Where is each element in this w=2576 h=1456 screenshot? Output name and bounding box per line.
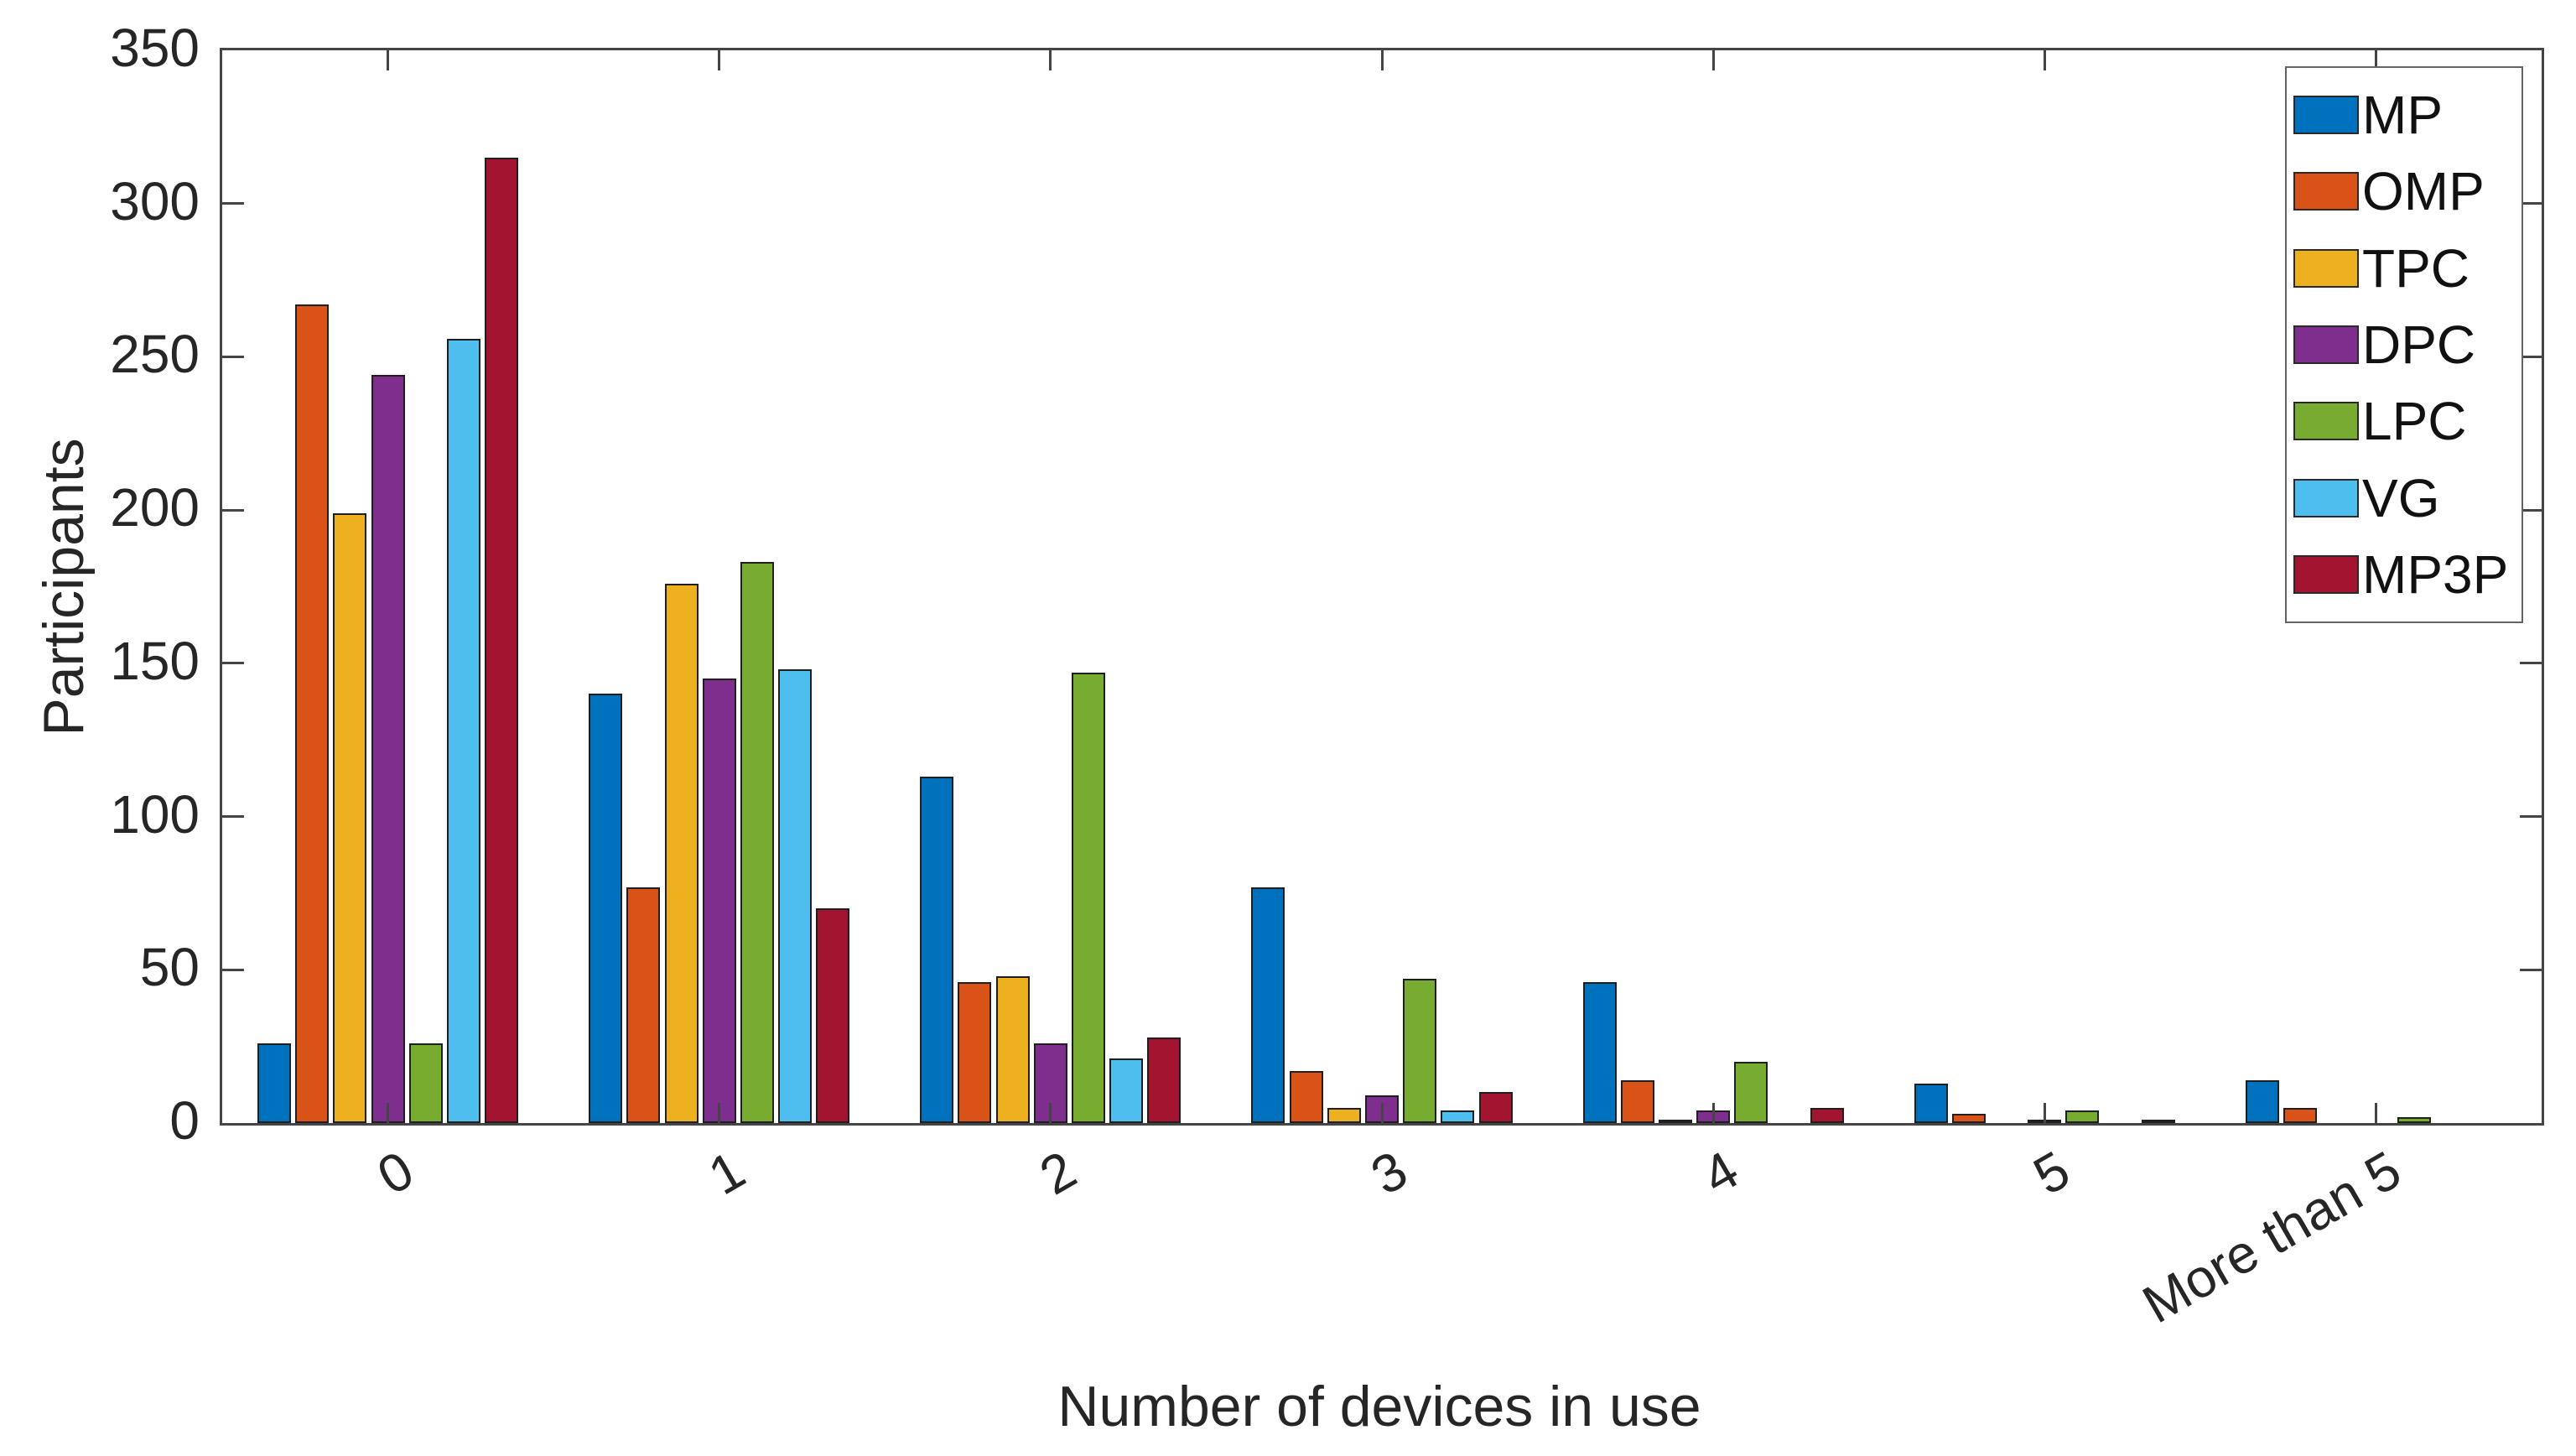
bar-MP3P-5 bbox=[2141, 1120, 2175, 1123]
bar-TPC-4 bbox=[1658, 1120, 1692, 1123]
y-tick-label-50: 50 bbox=[139, 937, 200, 998]
bar-OMP-3 bbox=[1289, 1070, 1323, 1123]
y-tick-mark-200 bbox=[2520, 508, 2542, 512]
bar-VG-3 bbox=[1441, 1110, 1475, 1123]
bar-MP-3 bbox=[1251, 887, 1285, 1123]
x-tick-mark-2 bbox=[1049, 1103, 1052, 1123]
x-tick-mark-More-than-5 bbox=[2374, 1103, 2377, 1123]
legend-label-DPC: DPC bbox=[2362, 314, 2476, 375]
legend-label-LPC: LPC bbox=[2362, 391, 2467, 452]
y-tick-mark-100 bbox=[222, 815, 244, 819]
bar-MP3P-0 bbox=[485, 157, 519, 1123]
bar-LPC-1 bbox=[740, 562, 774, 1123]
bar-LPC-More-than-5 bbox=[2397, 1116, 2431, 1123]
bar-MP-More-than-5 bbox=[2245, 1079, 2279, 1123]
x-tick-mark-5 bbox=[2043, 50, 2046, 70]
legend-label-OMP: OMP bbox=[2362, 161, 2485, 222]
x-axis-label: Number of devices in use bbox=[1057, 1375, 1701, 1438]
bar-MP3P-2 bbox=[1147, 1037, 1182, 1123]
y-tick-mark-50 bbox=[2520, 968, 2542, 971]
x-tick-mark-1 bbox=[718, 1103, 721, 1123]
x-tick-mark-4 bbox=[1711, 1103, 1715, 1123]
bar-OMP-5 bbox=[1951, 1114, 1986, 1123]
x-tick-mark-4 bbox=[1711, 50, 1715, 70]
plot-area bbox=[220, 48, 2544, 1126]
bar-TPC-1 bbox=[664, 583, 699, 1123]
legend-item-MP3P: MP3P bbox=[2287, 538, 2521, 611]
bar-MP-4 bbox=[1582, 981, 1617, 1123]
bar-DPC-2 bbox=[1033, 1043, 1067, 1123]
y-tick-mark-50 bbox=[222, 968, 244, 971]
bar-DPC-0 bbox=[371, 375, 405, 1123]
legend-swatch-DPC bbox=[2293, 325, 2359, 364]
bar-TPC-3 bbox=[1327, 1107, 1361, 1123]
bar-OMP-1 bbox=[626, 887, 661, 1123]
legend-swatch-MP3P bbox=[2293, 555, 2359, 595]
bar-MP-1 bbox=[589, 694, 623, 1123]
y-tick-mark-150 bbox=[2520, 662, 2542, 665]
y-tick-mark-250 bbox=[2520, 355, 2542, 358]
bar-TPC-0 bbox=[333, 512, 367, 1123]
bar-LPC-0 bbox=[408, 1043, 443, 1123]
y-tick-mark-100 bbox=[2520, 815, 2542, 819]
y-tick-mark-150 bbox=[222, 662, 244, 665]
bar-MP3P-4 bbox=[1810, 1107, 1844, 1123]
bar-OMP-4 bbox=[1620, 1079, 1654, 1123]
y-tick-label-0: 0 bbox=[169, 1090, 200, 1151]
bar-OMP-0 bbox=[295, 304, 330, 1123]
x-tick-mark-0 bbox=[387, 1103, 390, 1123]
bar-VG-0 bbox=[446, 338, 480, 1123]
y-tick-mark-300 bbox=[2520, 202, 2542, 205]
bar-OMP-2 bbox=[958, 981, 992, 1123]
bar-LPC-3 bbox=[1403, 979, 1437, 1123]
x-tick-mark-3 bbox=[1380, 1103, 1384, 1123]
legend: MP OMP TPC DPC LPC VG MP3P bbox=[2285, 66, 2523, 623]
bar-TPC-2 bbox=[995, 975, 1030, 1123]
legend-item-DPC: DPC bbox=[2287, 308, 2521, 382]
bar-MP-2 bbox=[920, 777, 954, 1123]
bar-LPC-2 bbox=[1072, 672, 1106, 1123]
x-tick-mark-5 bbox=[2043, 1103, 2046, 1123]
legend-item-VG: VG bbox=[2287, 461, 2521, 535]
legend-label-VG: VG bbox=[2362, 467, 2440, 528]
y-tick-mark-300 bbox=[222, 202, 244, 205]
x-tick-mark-2 bbox=[1049, 50, 1052, 70]
bar-MP-5 bbox=[1914, 1083, 1948, 1123]
bar-MP-0 bbox=[257, 1043, 291, 1123]
legend-label-MP3P: MP3P bbox=[2362, 544, 2509, 606]
legend-item-TPC: TPC bbox=[2287, 231, 2521, 305]
y-tick-mark-250 bbox=[222, 355, 244, 358]
y-tick-label-100: 100 bbox=[110, 783, 200, 845]
legend-label-MP: MP bbox=[2362, 84, 2443, 145]
bar-DPC-1 bbox=[702, 679, 736, 1123]
legend-swatch-OMP bbox=[2293, 172, 2359, 211]
legend-swatch-VG bbox=[2293, 478, 2359, 517]
bar-OMP-More-than-5 bbox=[2283, 1107, 2318, 1123]
legend-swatch-TPC bbox=[2293, 248, 2359, 288]
bar-LPC-5 bbox=[2065, 1110, 2100, 1123]
legend-swatch-MP bbox=[2293, 95, 2359, 134]
bar-LPC-4 bbox=[1734, 1061, 1768, 1123]
y-tick-label-250: 250 bbox=[110, 324, 200, 385]
legend-label-TPC: TPC bbox=[2362, 237, 2470, 299]
x-tick-mark-1 bbox=[718, 50, 721, 70]
legend-item-OMP: OMP bbox=[2287, 154, 2521, 228]
bar-VG-2 bbox=[1109, 1058, 1144, 1123]
bar-VG-1 bbox=[778, 669, 813, 1123]
y-tick-label-300: 300 bbox=[110, 170, 200, 231]
y-tick-label-150: 150 bbox=[110, 630, 200, 691]
legend-item-LPC: LPC bbox=[2287, 384, 2521, 458]
x-tick-mark-3 bbox=[1380, 50, 1384, 70]
bar-MP3P-1 bbox=[816, 908, 850, 1123]
y-tick-label-200: 200 bbox=[110, 477, 200, 538]
x-tick-mark-More-than-5 bbox=[2374, 50, 2377, 70]
bar-MP3P-3 bbox=[1478, 1092, 1513, 1123]
x-tick-mark-0 bbox=[387, 50, 390, 70]
legend-swatch-LPC bbox=[2293, 402, 2359, 441]
legend-item-MP: MP bbox=[2287, 78, 2521, 152]
y-tick-mark-200 bbox=[222, 508, 244, 512]
y-tick-label-350: 350 bbox=[110, 18, 200, 78]
